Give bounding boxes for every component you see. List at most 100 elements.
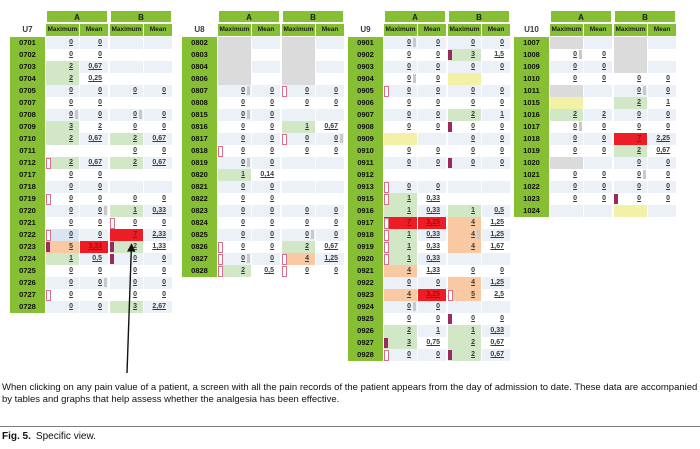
pain-value-link[interactable]: 0: [407, 39, 411, 46]
pain-value-cell[interactable]: 0: [252, 85, 280, 97]
pain-value-link[interactable]: 2: [471, 351, 475, 358]
pain-value-cell[interactable]: 1,5: [482, 49, 510, 61]
pain-value-cell[interactable]: 0: [418, 145, 446, 157]
pain-value-cell[interactable]: 0,25: [80, 73, 108, 85]
pain-value-link[interactable]: 0: [471, 123, 475, 130]
pain-value-link[interactable]: 0,67: [152, 135, 166, 142]
patient-id-0916[interactable]: 0916: [348, 205, 383, 217]
pain-value-link[interactable]: 0: [98, 87, 102, 94]
pain-value-link[interactable]: 0: [270, 123, 274, 130]
pain-value-link[interactable]: 0: [69, 51, 73, 58]
pain-value-cell[interactable]: 0: [648, 73, 676, 85]
pain-value-cell[interactable]: 0: [584, 181, 612, 193]
pain-value-cell[interactable]: 0: [46, 265, 79, 277]
pain-value-link[interactable]: 0: [436, 51, 440, 58]
pain-value-link[interactable]: 0: [500, 123, 504, 130]
pain-value-link[interactable]: 0: [666, 111, 670, 118]
pain-value-cell[interactable]: 1,25: [482, 229, 510, 241]
pain-value-link[interactable]: 0: [407, 63, 411, 70]
pain-value-link[interactable]: 0: [637, 171, 641, 178]
pain-value-link[interactable]: 1: [407, 207, 411, 214]
pain-value-cell[interactable]: 0,67: [144, 133, 172, 145]
pain-value-link[interactable]: 1: [471, 327, 475, 334]
pain-value-link[interactable]: 0: [270, 231, 274, 238]
pain-value-link[interactable]: 0: [270, 219, 274, 226]
pain-value-cell[interactable]: 0: [384, 349, 417, 361]
pain-value-cell[interactable]: 0: [418, 97, 446, 109]
pain-value-link[interactable]: 0: [436, 279, 440, 286]
pain-value-link[interactable]: 0: [305, 231, 309, 238]
pain-value-link[interactable]: 2: [602, 111, 606, 118]
patient-id-0807[interactable]: 0807: [182, 85, 217, 97]
patient-id-0804[interactable]: 0804: [182, 61, 217, 73]
pain-value-link[interactable]: 2: [637, 147, 641, 154]
pain-value-link[interactable]: 0: [98, 99, 102, 106]
pain-value-cell[interactable]: 0: [282, 205, 315, 217]
pain-value-link[interactable]: 0: [69, 195, 73, 202]
patient-id-0922[interactable]: 0922: [348, 277, 383, 289]
pain-value-link[interactable]: 0: [500, 99, 504, 106]
patient-id-1019[interactable]: 1019: [514, 145, 549, 157]
pain-value-cell[interactable]: 0: [252, 121, 280, 133]
patient-id-0703[interactable]: 0703: [10, 61, 45, 73]
pain-value-cell[interactable]: 0: [144, 121, 172, 133]
patient-id-0926[interactable]: 0926: [348, 325, 383, 337]
pain-value-cell[interactable]: 0: [648, 181, 676, 193]
pain-value-cell[interactable]: 0: [282, 145, 315, 157]
pain-value-cell[interactable]: 0: [482, 37, 510, 49]
pain-value-link[interactable]: 2: [573, 111, 577, 118]
pain-value-link[interactable]: 0,67: [490, 351, 504, 358]
pain-value-cell[interactable]: 0: [110, 289, 143, 301]
pain-value-link[interactable]: 0: [436, 75, 440, 82]
pain-value-link[interactable]: 0: [133, 111, 137, 118]
pain-value-cell[interactable]: 0: [448, 61, 481, 73]
pain-value-cell[interactable]: 0: [110, 121, 143, 133]
pain-value-link[interactable]: 0: [471, 267, 475, 274]
pain-value-link[interactable]: 0: [436, 315, 440, 322]
patient-id-0708[interactable]: 0708: [10, 109, 45, 121]
pain-value-link[interactable]: 0: [98, 39, 102, 46]
pain-value-cell[interactable]: 0: [80, 277, 108, 289]
pain-value-link[interactable]: 0: [98, 231, 102, 238]
pain-value-link[interactable]: 1: [407, 243, 411, 250]
pain-value-link[interactable]: 1,33: [426, 267, 440, 274]
pain-value-cell[interactable]: 0,67: [482, 349, 510, 361]
patient-id-0816[interactable]: 0816: [182, 121, 217, 133]
patient-id-0824[interactable]: 0824: [182, 217, 217, 229]
pain-value-cell[interactable]: 0: [282, 229, 315, 241]
patient-id-0710[interactable]: 0710: [10, 133, 45, 145]
pain-value-link[interactable]: 0: [436, 123, 440, 130]
pain-value-link[interactable]: 0: [407, 315, 411, 322]
pain-value-cell[interactable]: 0: [614, 181, 647, 193]
pain-value-link[interactable]: 0: [573, 135, 577, 142]
pain-value-link[interactable]: 0: [241, 231, 245, 238]
pain-value-link[interactable]: 0: [602, 135, 606, 142]
patient-id-1015[interactable]: 1015: [514, 97, 549, 109]
pain-value-cell[interactable]: 0: [80, 205, 108, 217]
pain-value-cell[interactable]: 0: [110, 145, 143, 157]
pain-value-cell[interactable]: 0: [418, 181, 446, 193]
patient-id-1011[interactable]: 1011: [514, 85, 549, 97]
patient-id-0901[interactable]: 0901: [348, 37, 383, 49]
pain-value-link[interactable]: 0: [133, 147, 137, 154]
pain-value-link[interactable]: 0: [436, 63, 440, 70]
pain-value-link[interactable]: 0: [69, 183, 73, 190]
pain-value-cell[interactable]: 0: [80, 265, 108, 277]
pain-value-link[interactable]: 0: [98, 51, 102, 58]
pain-value-cell[interactable]: 0,67: [648, 145, 676, 157]
patient-id-0721[interactable]: 0721: [10, 217, 45, 229]
pain-value-cell[interactable]: 1: [110, 205, 143, 217]
pain-value-cell[interactable]: 0: [384, 277, 417, 289]
pain-value-cell[interactable]: 4: [282, 253, 315, 265]
pain-value-link[interactable]: 0: [69, 87, 73, 94]
pain-value-link[interactable]: 0: [407, 183, 411, 190]
pain-value-cell[interactable]: 2,67: [144, 301, 172, 313]
pain-value-link[interactable]: 0: [602, 75, 606, 82]
pain-value-link[interactable]: 0,5: [264, 267, 274, 274]
pain-value-cell[interactable]: 7: [110, 229, 143, 241]
pain-value-link[interactable]: 0: [98, 291, 102, 298]
pain-value-link[interactable]: 2: [407, 327, 411, 334]
pain-value-cell[interactable]: 0: [584, 49, 612, 61]
pain-value-cell[interactable]: 0: [80, 193, 108, 205]
pain-value-link[interactable]: 3,25: [426, 291, 440, 298]
